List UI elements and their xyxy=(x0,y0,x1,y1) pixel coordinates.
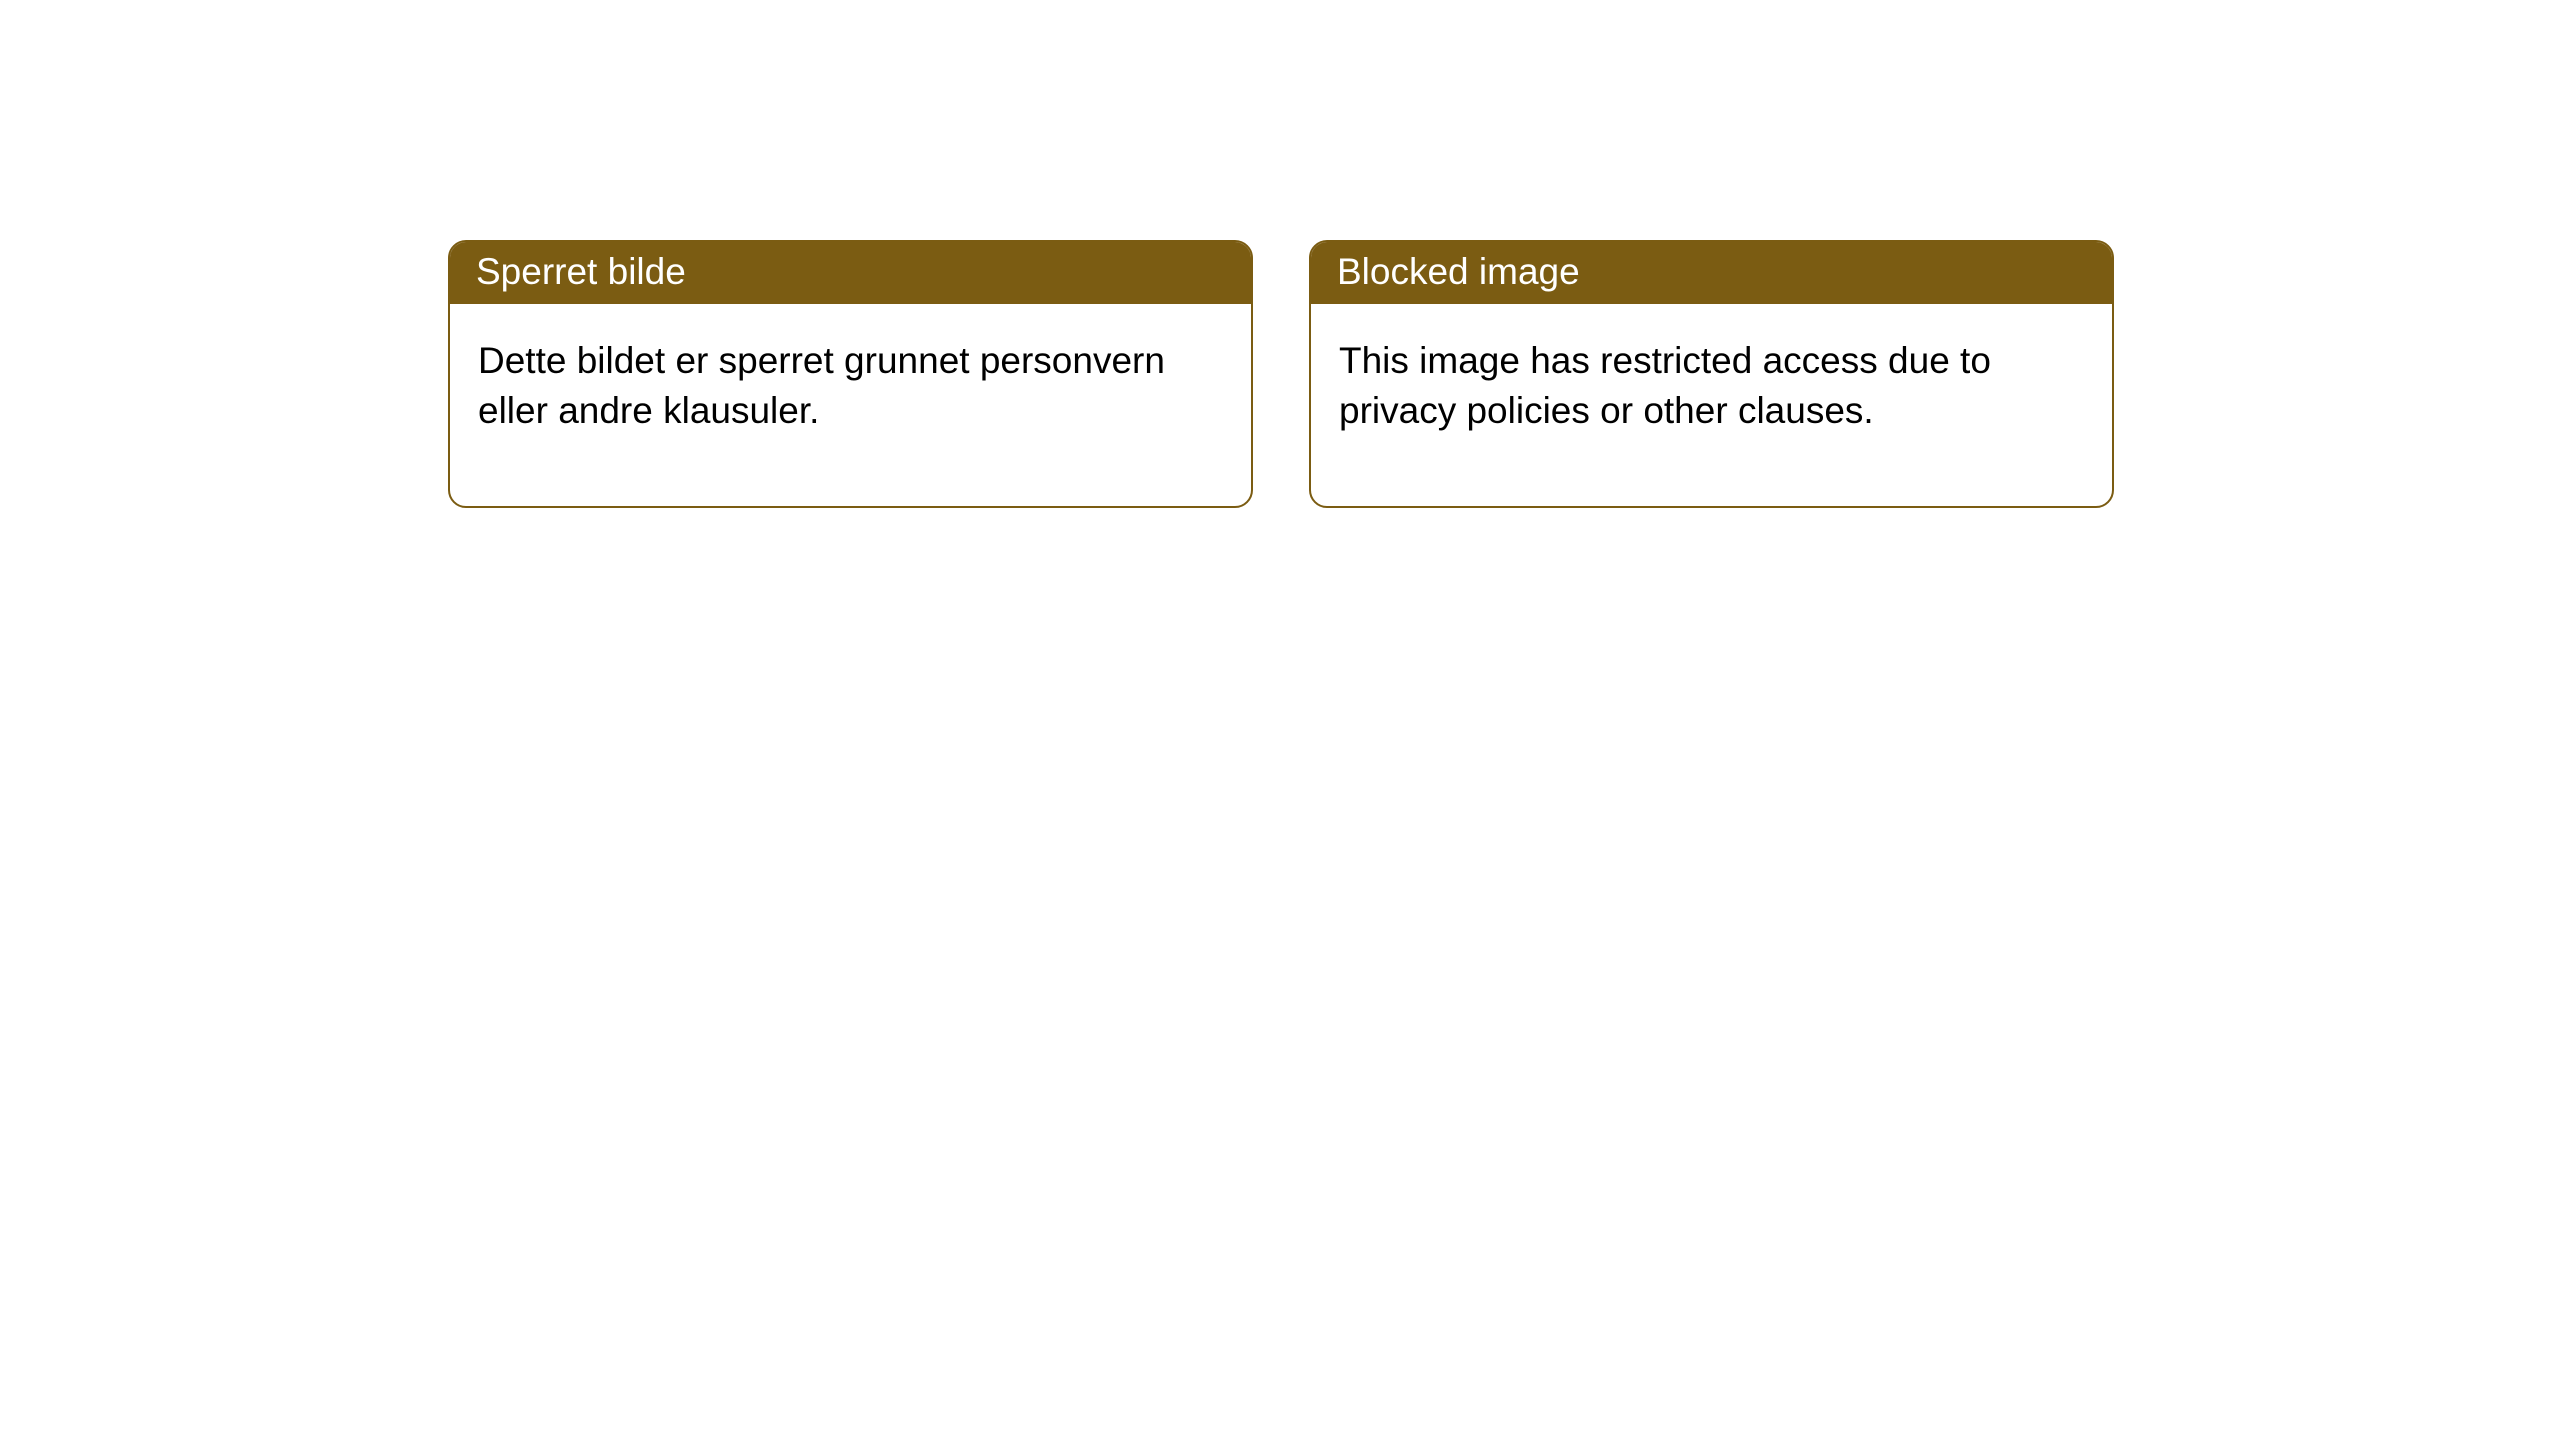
notice-card-english: Blocked image This image has restricted … xyxy=(1309,240,2114,508)
notice-body-english: This image has restricted access due to … xyxy=(1311,304,2112,506)
notice-header-norwegian: Sperret bilde xyxy=(450,242,1251,304)
notice-container: Sperret bilde Dette bildet er sperret gr… xyxy=(0,0,2560,508)
notice-header-english: Blocked image xyxy=(1311,242,2112,304)
notice-card-norwegian: Sperret bilde Dette bildet er sperret gr… xyxy=(448,240,1253,508)
notice-body-norwegian: Dette bildet er sperret grunnet personve… xyxy=(450,304,1251,506)
